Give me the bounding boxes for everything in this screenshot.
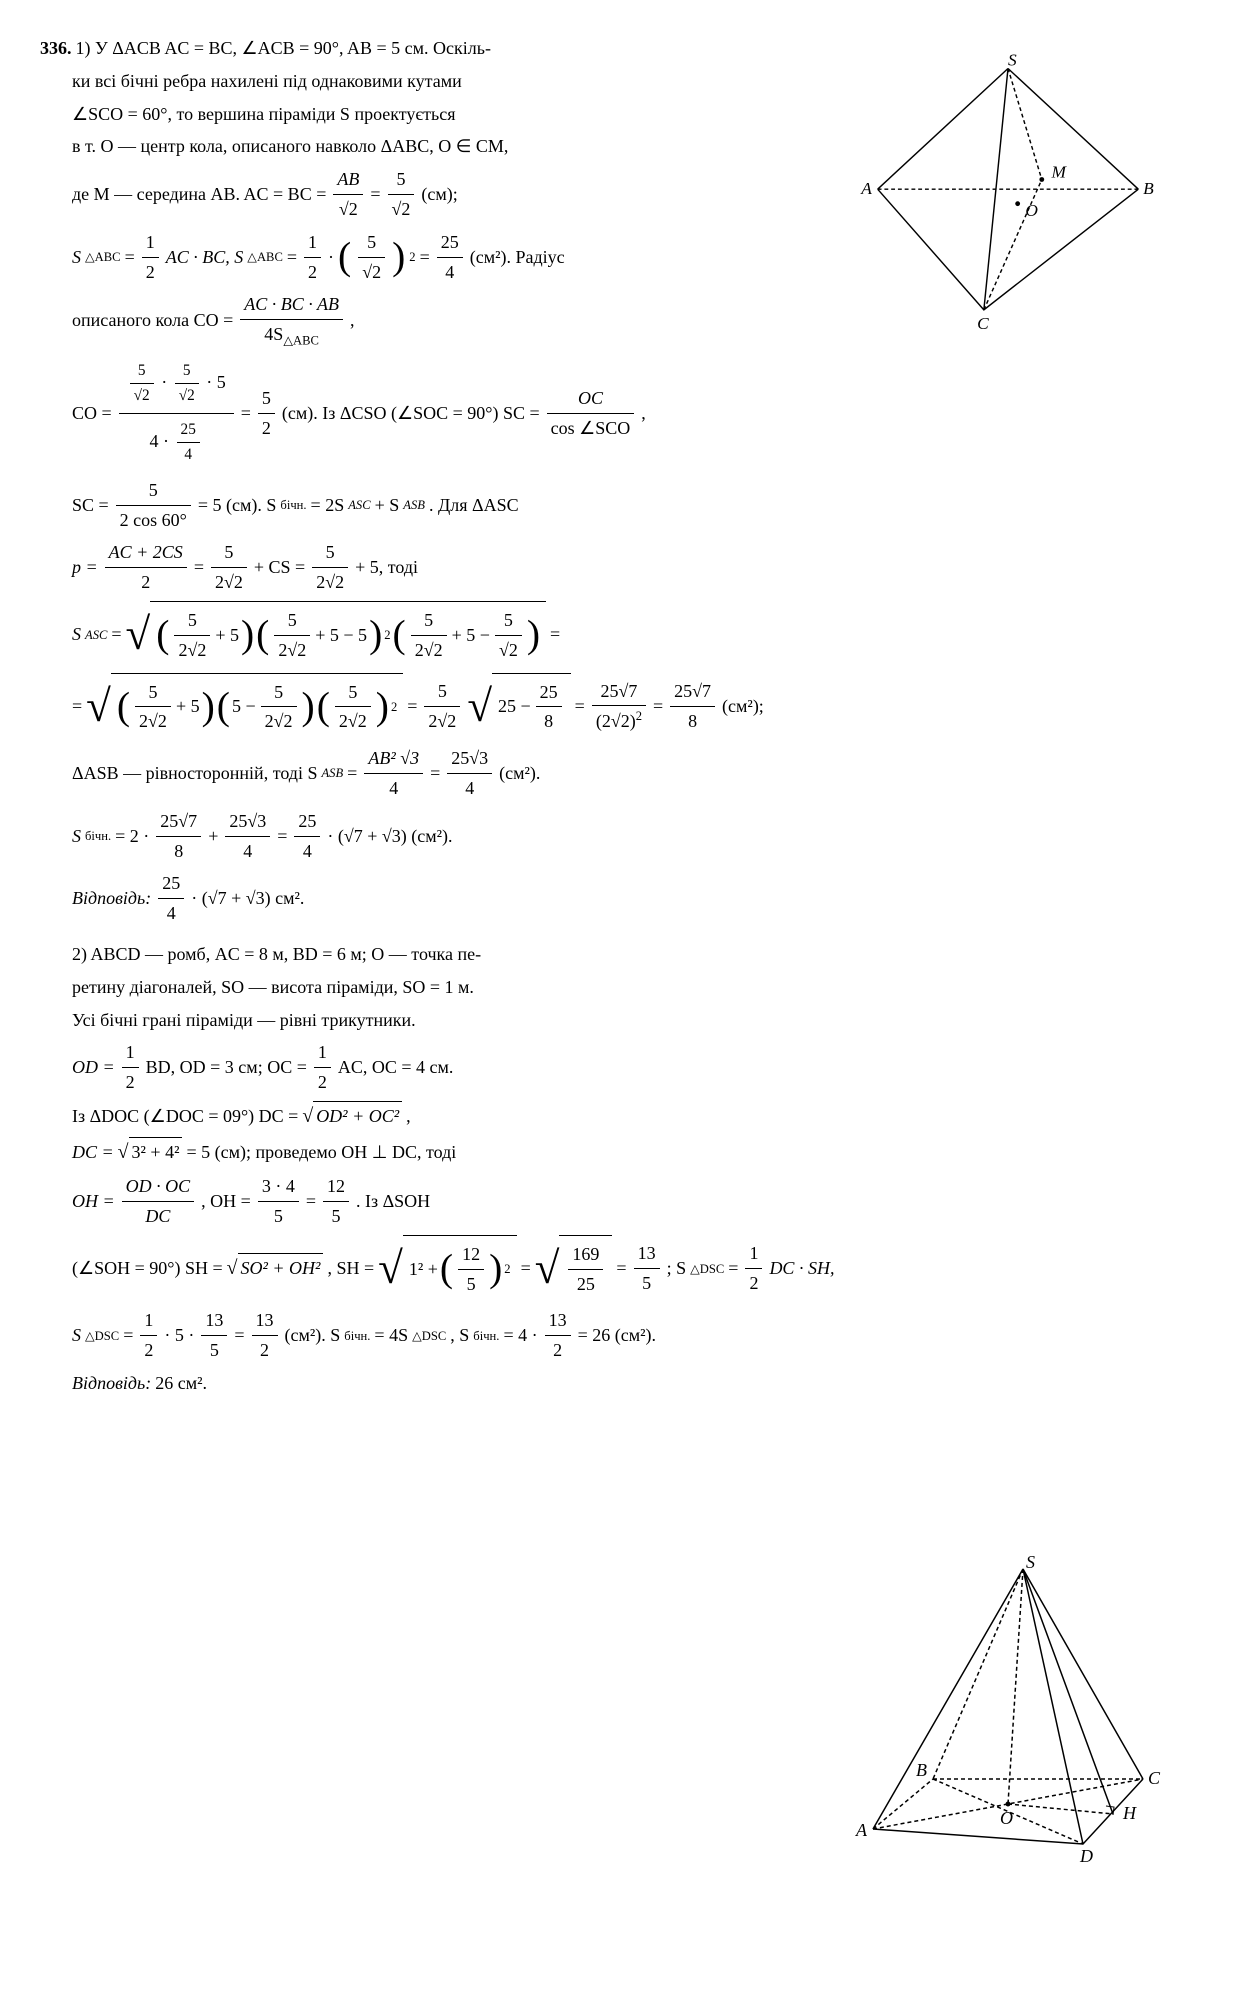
answer-2-text: 26 см². <box>155 1369 207 1398</box>
fig1-label-o: O <box>1025 201 1038 220</box>
fig2-label-s: S <box>1026 1554 1035 1572</box>
p1-line4: в т. O — центр кола, описаного навколо Δ… <box>72 132 508 161</box>
radius-line: описаного кола CO = <box>72 306 233 335</box>
fig1-label-a: A <box>860 179 872 198</box>
fig1-label-m: M <box>1050 163 1067 182</box>
fig2-label-b: B <box>916 1760 927 1780</box>
problem-number: 336. <box>40 34 72 63</box>
fig1-label-c: C <box>977 314 989 333</box>
co-unit: (см). Із ΔCSO (∠SOC = 90°) SC = <box>282 399 540 428</box>
fig2-label-o: O <box>1000 1808 1013 1828</box>
figure-pyramid-1: S A B C M O <box>848 54 1168 334</box>
answer-label-2: Відповідь: <box>72 1369 151 1398</box>
fig2-label-d: D <box>1079 1846 1093 1866</box>
fig2-label-h: H <box>1122 1803 1137 1823</box>
p2-line3: Усі бічні грані піраміди — рівні трикутн… <box>72 1006 416 1035</box>
heron-formula-2: √ (52√2 + 5) (5 − 52√2) (52√2)2 <box>86 673 403 741</box>
ac-formula-frac: AB√2 <box>333 165 363 224</box>
answer-1-text: · (√7 + √3) см². <box>191 884 304 913</box>
fig2-label-a: A <box>855 1820 868 1840</box>
p1-line3: ∠SCO = 60°, то вершина піраміди S проект… <box>72 100 456 129</box>
p2-line1: 2) ABCD — ромб, AC = 8 м, BD = 6 м; O — … <box>72 940 481 969</box>
p1-line1: 1) У ΔACB AC = BC, ∠ACB = 90°, AB = 5 см… <box>76 34 491 63</box>
ac-unit: (см); <box>421 180 457 209</box>
heron-formula-1: √ (52√2 + 5) (52√2 + 5 − 5)2 (52√2 + 5 −… <box>126 601 546 669</box>
ac-val-frac: 5√2 <box>388 165 415 224</box>
p2-line2: ретину діагоналей, SO — висота піраміди,… <box>72 973 474 1002</box>
sabc-unit: (см²). Радіус <box>470 243 565 272</box>
figure-pyramid-2: S A B C D O H <box>848 1554 1168 1874</box>
fig1-label-s: S <box>1008 54 1017 70</box>
p1-line5-prefix: де M — середина AB. AC = BC = <box>72 180 326 209</box>
answer-label-1: Відповідь: <box>72 884 151 913</box>
fig2-label-c: C <box>1148 1768 1161 1788</box>
fig1-label-b: B <box>1143 179 1154 198</box>
p1-line2: ки всі бічні ребра нахилені під однакови… <box>72 67 462 96</box>
co-big-frac: 5√2 · 5√2 · 5 4 · 254 <box>119 355 234 472</box>
